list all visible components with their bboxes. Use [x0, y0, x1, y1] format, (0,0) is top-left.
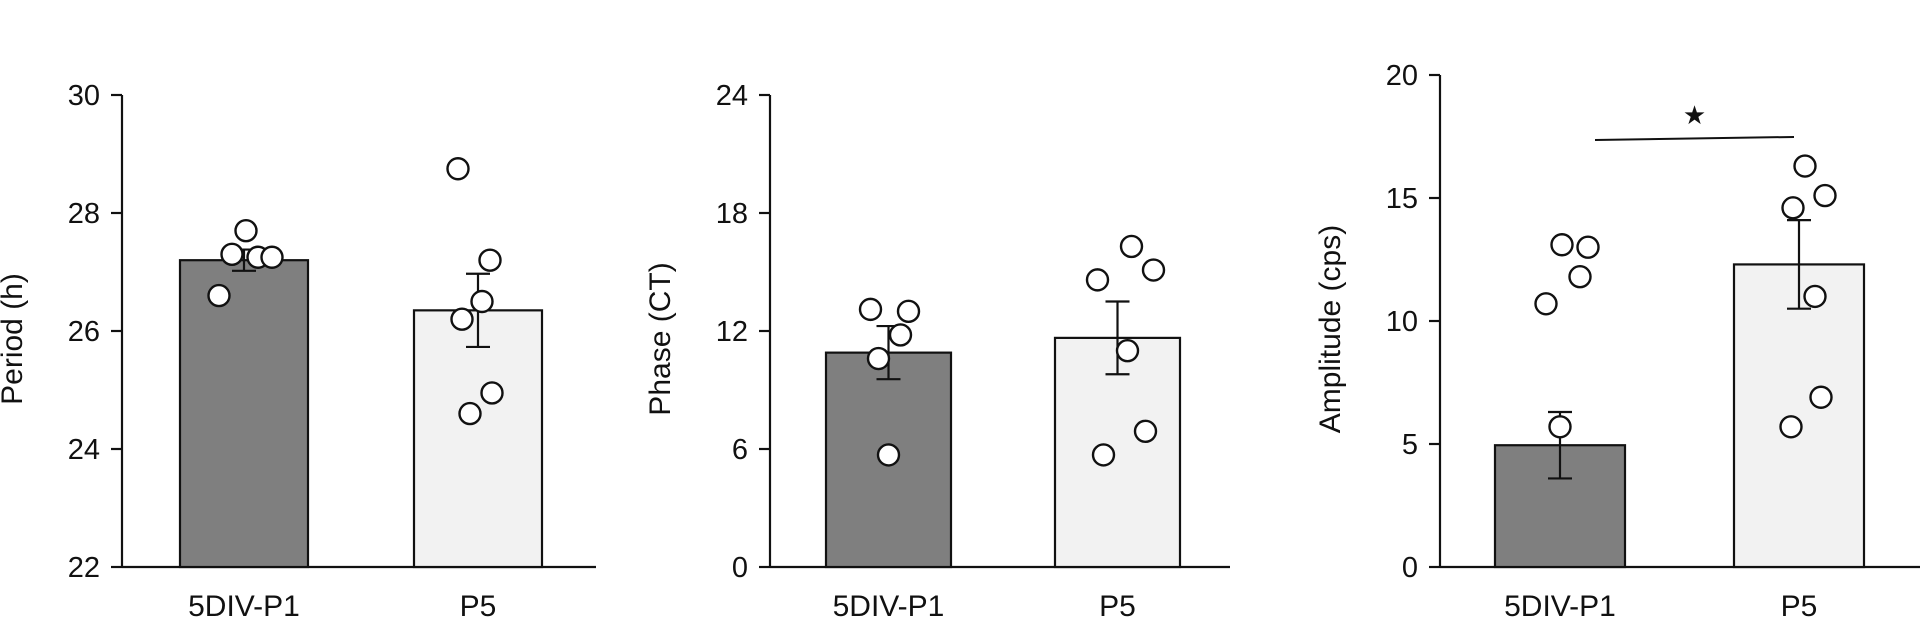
- data-point: [1568, 265, 1592, 289]
- data-point: [470, 289, 494, 314]
- y-tick-label: 24: [68, 434, 100, 466]
- chart-3: 0 5 10 15 20 Amplitude (cps) 5DIV-P1 P5 ★: [1314, 60, 1920, 623]
- data-point: [866, 346, 891, 371]
- y-tick-label: 12: [716, 316, 748, 348]
- data-point: [458, 401, 482, 426]
- data-point: [1085, 268, 1110, 292]
- data-point: [1813, 183, 1837, 208]
- data-point: [1091, 443, 1116, 467]
- data-point: [220, 242, 244, 267]
- data-point: [480, 381, 504, 405]
- y-tick-label: 30: [68, 80, 100, 112]
- data-point: [876, 443, 901, 467]
- x-category-label: P5: [460, 590, 497, 623]
- data-point: [1119, 234, 1144, 259]
- data-point: [896, 299, 921, 324]
- data-point: [1793, 154, 1817, 178]
- data-point: [1803, 284, 1827, 309]
- y-tick-label: 10: [1386, 306, 1418, 338]
- x-category-label: P5: [1099, 590, 1136, 623]
- y-tick-label: 20: [1386, 60, 1418, 92]
- y-tick-label: 22: [68, 552, 100, 584]
- data-point: [1550, 233, 1574, 257]
- data-point: [1115, 338, 1140, 363]
- bar-light: [1053, 336, 1182, 569]
- data-point: [1141, 258, 1166, 282]
- data-point: [260, 245, 284, 269]
- y-tick-label: 28: [68, 198, 100, 230]
- y-axis-title: Period (h): [0, 273, 29, 405]
- data-point: [1534, 292, 1558, 316]
- bar-light: [1732, 263, 1866, 569]
- significance-star: ★: [1683, 100, 1706, 130]
- chart-1: 22 24 26 28 30 Period (h) 5DIV-P1 P5: [0, 80, 596, 623]
- data-point: [446, 157, 470, 181]
- bar-dark: [178, 259, 310, 569]
- y-tick-label: 26: [68, 316, 100, 348]
- data-point: [207, 283, 231, 308]
- y-tick-label: 6: [732, 434, 748, 466]
- y-tick-label: 5: [1402, 429, 1418, 461]
- data-point: [1548, 415, 1572, 439]
- data-point: [1133, 419, 1158, 443]
- chart-2: 0 6 12 18 24 Phase (CT) 5DIV-P1 P5: [644, 80, 1230, 623]
- y-tick-label: 18: [716, 198, 748, 230]
- data-point: [478, 248, 502, 272]
- data-point: [234, 218, 258, 243]
- data-point: [1809, 385, 1833, 409]
- y-tick-label: 24: [716, 80, 748, 112]
- data-point: [1576, 235, 1600, 259]
- data-point: [888, 323, 913, 347]
- y-tick-label: 0: [732, 552, 748, 584]
- data-point: [450, 307, 474, 331]
- x-category-label: 5DIV-P1: [833, 590, 945, 623]
- bar-light: [412, 309, 544, 569]
- data-point: [1781, 196, 1805, 220]
- x-category-label: P5: [1781, 590, 1818, 623]
- significance-line: [1594, 135, 1795, 141]
- data-point: [858, 297, 883, 322]
- y-tick-label: 0: [1402, 552, 1418, 584]
- y-tick-label: 15: [1386, 183, 1418, 215]
- data-point: [1779, 415, 1803, 439]
- y-axis-title: Phase (CT): [644, 262, 677, 415]
- x-category-label: 5DIV-P1: [188, 590, 300, 623]
- x-category-label: 5DIV-P1: [1504, 590, 1616, 623]
- y-axis-title: Amplitude (cps): [1314, 225, 1347, 433]
